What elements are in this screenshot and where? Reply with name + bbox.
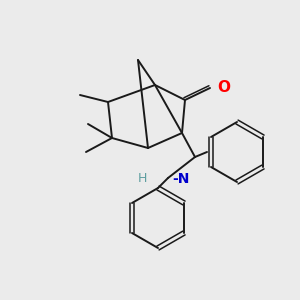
Text: H: H [137,172,147,184]
Text: O: O [217,80,230,94]
Text: -N: -N [172,172,189,186]
